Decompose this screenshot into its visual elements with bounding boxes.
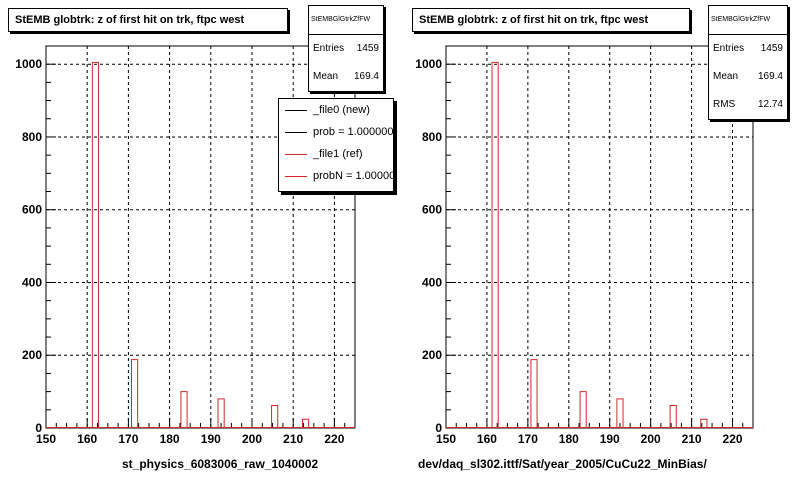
stats-value: 169.4: [353, 71, 379, 82]
x-tick-label: 170: [118, 432, 138, 446]
x-tick-label: 210: [283, 432, 303, 446]
legend-line-red: [285, 175, 307, 177]
histogram-plot-left: 150 160 170 180 190 200 210 220 0 200 400 600 800 100…: [15, 45, 356, 446]
legend: _file0 (new) prob = 1.000000 _file1 (ref…: [278, 98, 394, 192]
x-tick-label: 220: [324, 432, 344, 446]
histogram-bin: [616, 398, 624, 428]
y-tick-label: 800: [422, 130, 442, 144]
stats-box: StEMBGlGtrkZfFW Entries 1459 Mean 169.4 …: [708, 5, 788, 120]
stats-box: StEMBGlGtrkZfFW Entries 1459 Mean 169.4: [308, 5, 384, 92]
histogram-plot-right: 150 160 170 180 190 200 210 220 0 200 400 600 800 100…: [415, 45, 754, 446]
x-tick-label: 160: [77, 432, 97, 446]
legend-entry: probN = 1.000000: [279, 165, 393, 187]
stats-row-mean: Mean 169.4: [709, 63, 787, 91]
y-tick-label: 0: [35, 421, 42, 435]
histogram-bin: [579, 391, 587, 428]
stats-row-rms: RMS 12.74: [709, 91, 787, 119]
stats-label: Entries: [713, 43, 745, 54]
stats-name: StEMBGlGtrkZfFW: [309, 6, 383, 35]
stats-value: 169.4: [757, 71, 783, 82]
stats-row-mean: Mean 169.4: [309, 63, 383, 91]
x-tick-label: 200: [242, 432, 262, 446]
legend-entry: _file0 (new): [279, 99, 393, 121]
stats-label: RMS: [713, 99, 736, 110]
x-tick-label: 190: [600, 432, 620, 446]
stats-label: Mean: [313, 71, 339, 82]
y-tick-label: 400: [22, 275, 42, 289]
legend-line-black: [285, 109, 307, 111]
y-tick-label: 200: [22, 348, 42, 362]
y-tick-label: 600: [22, 203, 42, 217]
x-tick-label: 210: [682, 432, 702, 446]
y-tick-label: 0: [435, 421, 442, 435]
stats-value: 12.74: [757, 99, 783, 110]
stats-label: Mean: [713, 71, 739, 82]
x-axis-label: dev/daq_sl302.ittf/Sat/year_2005/CuCu22_…: [418, 457, 707, 471]
stats-row-entries: Entries 1459: [309, 35, 383, 63]
y-tick-label: 800: [22, 130, 42, 144]
histogram-bin: [530, 359, 538, 428]
stats-value: 1459: [356, 43, 379, 54]
legend-label: _file0 (new): [313, 104, 370, 116]
x-tick-label: 180: [160, 432, 180, 446]
legend-line-black: [285, 131, 307, 133]
stats-name: StEMBGlGtrkZfFW: [709, 6, 787, 35]
histogram-bin: [91, 61, 100, 428]
x-tick-label: 220: [723, 432, 743, 446]
histogram-bin: [271, 404, 279, 428]
stats-value: 1459: [760, 43, 783, 54]
y-tick-label: 1000: [15, 57, 42, 71]
x-axis-label: st_physics_6083006_raw_1040002: [122, 457, 319, 471]
stats-label: Entries: [313, 43, 345, 54]
stats-row-entries: Entries 1459: [709, 35, 787, 63]
y-tick-label: 600: [422, 203, 442, 217]
histogram-bin: [669, 404, 677, 428]
x-tick-label: 150: [36, 432, 56, 446]
legend-entry: prob = 1.000000: [279, 121, 393, 143]
x-tick-label: 170: [518, 432, 538, 446]
histogram-pad-right: 150 160 170 180 190 200 210 220 0 200 400 600 800 100…: [400, 0, 800, 480]
x-tick-label: 150: [436, 432, 456, 446]
histogram-bin: [180, 391, 188, 428]
legend-line-red: [285, 153, 307, 155]
histogram-pad-left: 150 160 170 180 190 200 210 220 0 200 400 600 800 100…: [8, 5, 394, 471]
histogram-title: StEMB globtrk: z of first hit on trk, ft…: [8, 8, 288, 32]
histogram-title: StEMB globtrk: z of first hit on trk, ft…: [412, 8, 690, 32]
x-tick-label: 200: [641, 432, 661, 446]
y-tick-label: 400: [422, 275, 442, 289]
x-tick-label: 180: [559, 432, 579, 446]
histogram-bin: [217, 398, 225, 428]
legend-label: prob = 1.000000: [313, 126, 394, 138]
histogram-bin: [301, 418, 310, 428]
histogram-bin: [700, 418, 708, 428]
x-tick-label: 160: [477, 432, 497, 446]
legend-entry: _file1 (ref): [279, 143, 393, 165]
y-tick-label: 1000: [415, 57, 442, 71]
histogram-bin: [130, 359, 139, 428]
legend-label: probN = 1.000000: [313, 170, 394, 182]
histogram-bin: [491, 61, 499, 428]
legend-label: _file1 (ref): [313, 148, 363, 160]
y-tick-label: 200: [422, 348, 442, 362]
x-tick-label: 190: [201, 432, 221, 446]
